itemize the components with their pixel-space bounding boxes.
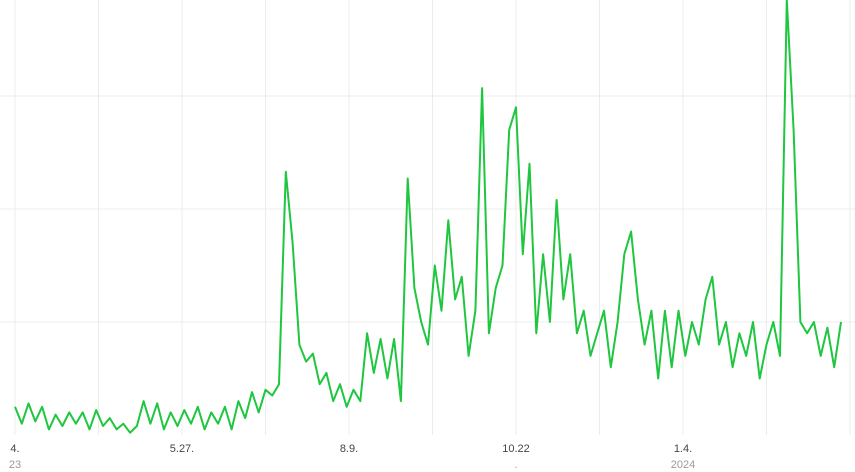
x-tick-label: 8.9. xyxy=(340,443,358,455)
x-tick-sublabel: 2024 xyxy=(671,459,695,471)
x-tick-sublabel: 23 xyxy=(9,459,21,471)
data-line xyxy=(14,0,842,434)
x-tick-label: 10.22 xyxy=(502,443,530,455)
x-tick-sublabel: . xyxy=(514,459,517,471)
x-tick-label: 1.4. xyxy=(674,443,692,455)
x-tick-label: 4. xyxy=(10,443,19,455)
x-tick-label: 5.27. xyxy=(170,443,194,455)
